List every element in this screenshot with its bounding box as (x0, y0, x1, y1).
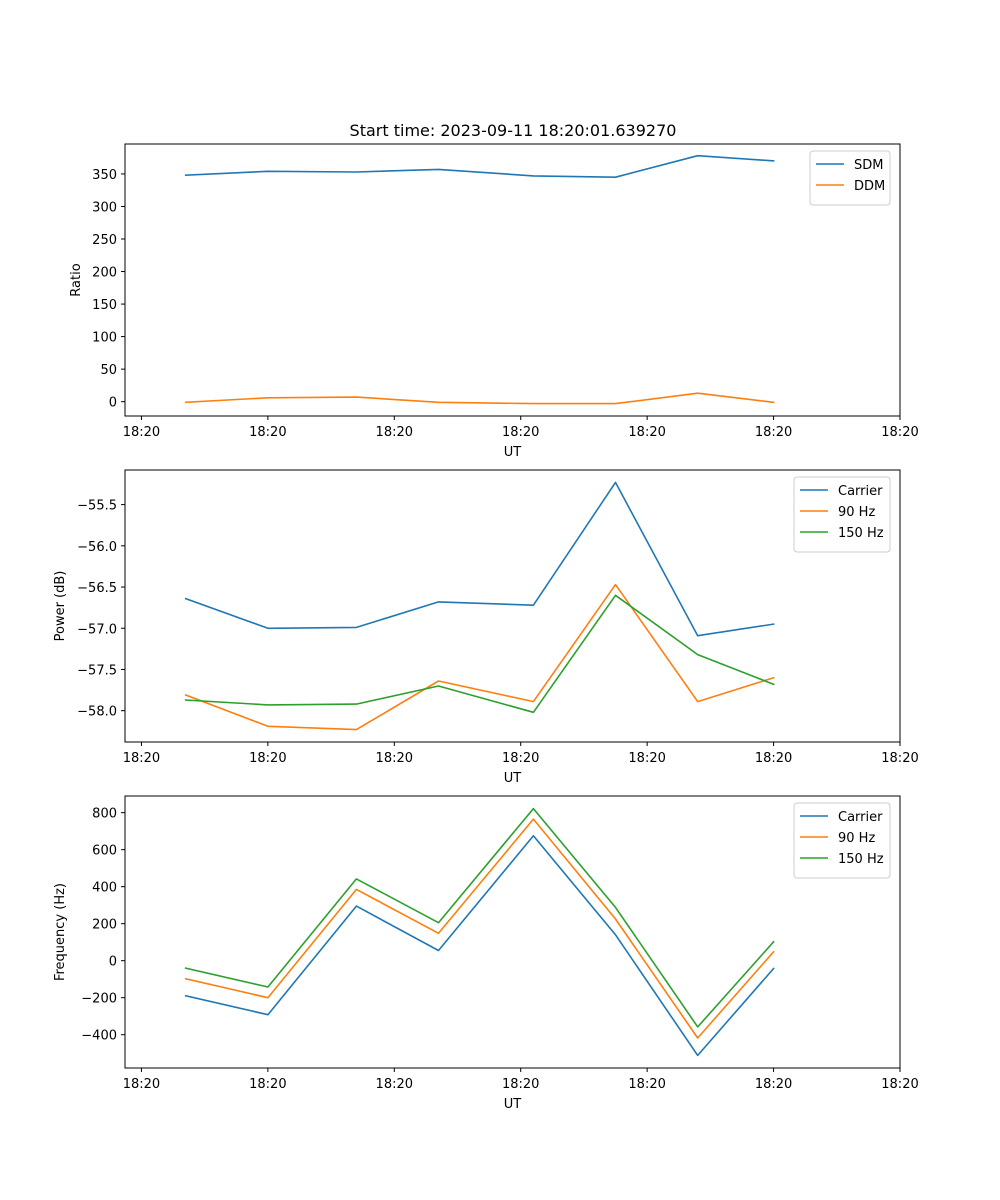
legend-label: Carrier (838, 484, 883, 499)
y-tick-label: −57.0 (77, 622, 117, 637)
legend-label: 90 Hz (838, 505, 875, 520)
x-tick-label: 18:20 (755, 751, 792, 766)
series-line-carrier (184, 481, 775, 637)
legend-label: SDM (854, 158, 883, 173)
legend: Carrier 90 Hz 150 Hz (793, 802, 891, 879)
x-tick-label: 18:20 (881, 751, 918, 766)
y-tick-label: −58.0 (77, 705, 117, 720)
x-tick-label: 18:20 (881, 1077, 918, 1092)
legend: Carrier 90 Hz 150 Hz (793, 476, 891, 553)
x-tick-label: 18:20 (502, 425, 539, 440)
x-tick-label: 18:20 (755, 425, 792, 440)
chart-panel-1: 18:2018:2018:2018:2018:2018:2018:2018:21… (69, 143, 919, 460)
y-tick-label: 800 (92, 807, 117, 822)
y-axis-label: Power (dB) (53, 571, 68, 642)
chart-panel-2: 18:2018:2018:2018:2018:2018:2018:2018:21… (53, 469, 919, 786)
x-tick-label: 18:20 (249, 751, 286, 766)
x-tick-label: 18:20 (376, 751, 413, 766)
x-tick-label: 18:20 (881, 425, 918, 440)
x-tick-label: 18:20 (755, 1077, 792, 1092)
x-tick-label: 18:20 (628, 425, 665, 440)
y-tick-label: −200 (81, 992, 117, 1007)
series-group (184, 807, 775, 1057)
y-tick-label: −56.5 (77, 581, 117, 596)
legend-label: 90 Hz (838, 831, 875, 846)
axes-frame (124, 143, 901, 417)
y-tick-label: 100 (92, 331, 117, 346)
series-group (184, 481, 775, 731)
figure-title: Start time: 2023-09-11 18:20:01.639270 (350, 121, 677, 140)
x-axis-label: UT (504, 445, 522, 460)
x-tick-label: 18:20 (123, 425, 160, 440)
x-axis-label: UT (504, 1097, 522, 1112)
y-axis-label: Ratio (69, 263, 84, 296)
series-group (184, 154, 775, 405)
legend-label: Carrier (838, 810, 883, 825)
chart-panel-3: 18:2018:2018:2018:2018:2018:2018:2018:21… (53, 795, 919, 1112)
y-tick-label: 600 (92, 844, 117, 859)
series-line-150-hz (184, 807, 775, 1028)
legend-label: DDM (854, 179, 885, 194)
legend-label: 150 Hz (838, 852, 884, 867)
legend: SDM DDM (809, 150, 891, 206)
y-tick-label: 200 (92, 918, 117, 933)
y-axis-label: Frequency (Hz) (53, 883, 68, 981)
axes-frame (124, 469, 901, 743)
y-tick-label: 50 (100, 363, 117, 378)
legend-label: 150 Hz (838, 526, 884, 541)
y-tick-label: 400 (92, 881, 117, 896)
x-tick-label: 18:20 (376, 1077, 413, 1092)
x-tick-label: 18:20 (502, 1077, 539, 1092)
y-tick-label: −56.0 (77, 540, 117, 555)
series-line-90-hz (184, 818, 775, 1039)
series-line-sdm (184, 154, 775, 178)
y-tick-label: 200 (92, 266, 117, 281)
x-tick-label: 18:20 (376, 425, 413, 440)
y-tick-label: −400 (81, 1029, 117, 1044)
y-tick-label: 250 (92, 233, 117, 248)
y-tick-label: 350 (92, 168, 117, 183)
x-tick-label: 18:20 (628, 1077, 665, 1092)
x-axis-label: UT (504, 771, 522, 786)
x-tick-label: 18:20 (249, 1077, 286, 1092)
axes-frame (124, 795, 901, 1069)
y-tick-label: −55.5 (77, 499, 117, 514)
legend-box (793, 476, 891, 553)
series-line-carrier (184, 834, 775, 1057)
y-tick-label: −57.5 (77, 663, 117, 678)
x-tick-label: 18:20 (502, 751, 539, 766)
x-tick-label: 18:20 (123, 751, 160, 766)
y-tick-label: 300 (92, 200, 117, 215)
y-tick-label: 0 (109, 396, 117, 411)
series-line-150-hz (184, 594, 775, 714)
y-tick-label: 150 (92, 298, 117, 313)
y-tick-label: 0 (109, 955, 117, 970)
x-tick-label: 18:20 (123, 1077, 160, 1092)
series-line-ddm (184, 392, 775, 405)
x-tick-label: 18:20 (628, 751, 665, 766)
legend-box (793, 802, 891, 879)
series-line-90-hz (184, 583, 775, 731)
x-tick-label: 18:20 (249, 425, 286, 440)
